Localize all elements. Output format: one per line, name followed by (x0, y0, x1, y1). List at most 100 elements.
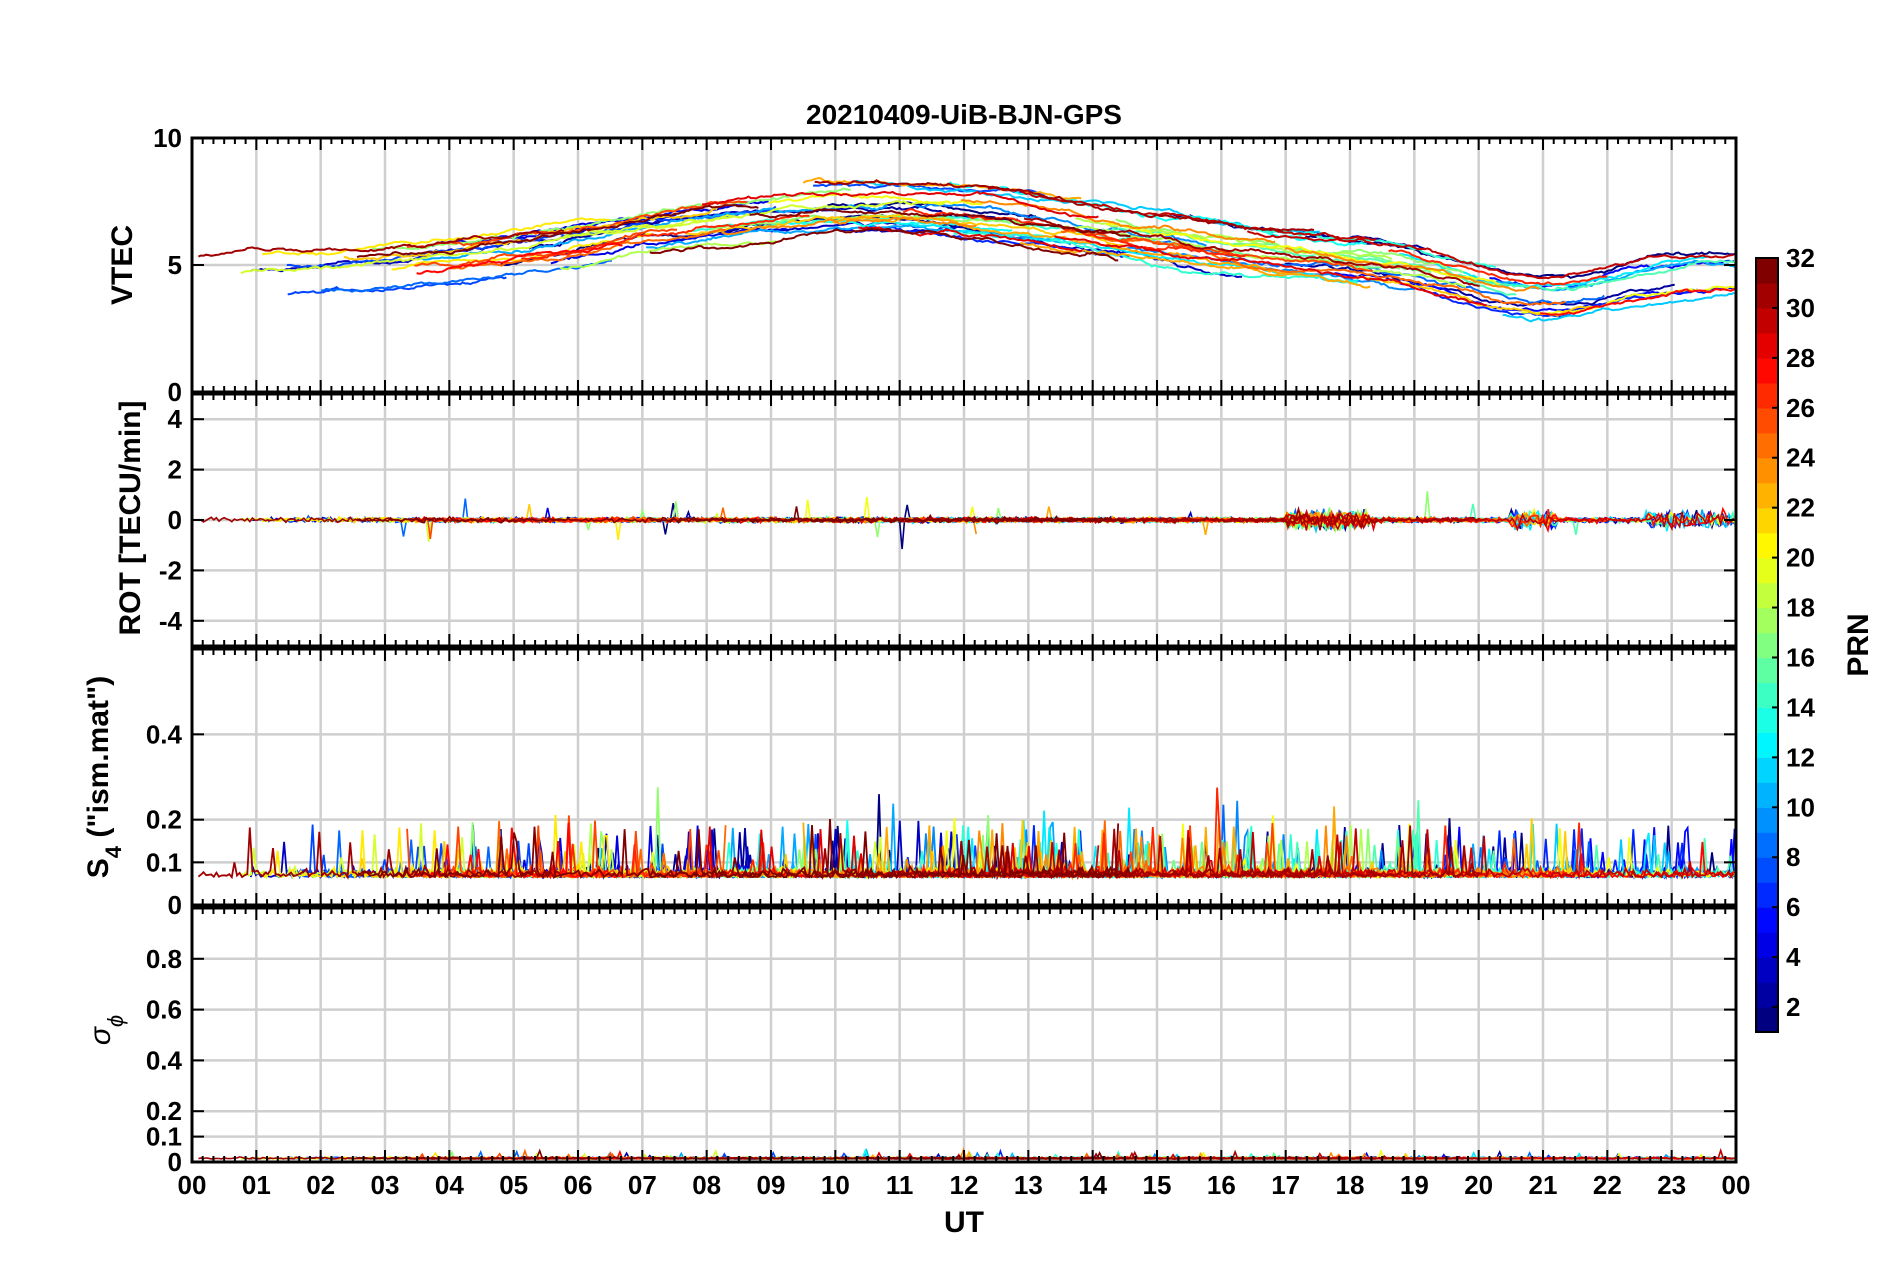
panel-sigma_phi-ytick-label: 0.6 (146, 995, 182, 1025)
colorbar-tick-label: 26 (1786, 393, 1815, 423)
colorbar-tick-label: 16 (1786, 642, 1815, 672)
colorbar-tick-label: 14 (1786, 692, 1815, 722)
x-tick-label: 14 (1078, 1170, 1107, 1200)
chart-title: 20210409-UiB-BJN-GPS (806, 99, 1122, 130)
x-tick-label: 07 (628, 1170, 657, 1200)
panel-sigma_phi-ytick-label: 0.4 (146, 1045, 183, 1075)
x-tick-label: 00 (178, 1170, 207, 1200)
colorbar-segment (1756, 882, 1778, 908)
colorbar-segment (1756, 307, 1778, 334)
vtec-series-prn-24 (961, 199, 1276, 244)
x-tick-label: 02 (306, 1170, 335, 1200)
vtec-series-prn-20 (1105, 222, 1500, 286)
x-tick-label: 19 (1400, 1170, 1429, 1200)
colorbar-segment (1756, 282, 1778, 309)
colorbar-tick-label: 12 (1786, 742, 1815, 772)
colorbar-segment (1756, 457, 1778, 484)
vtec-series-prn-32 (749, 208, 1131, 238)
colorbar-tick-label: 32 (1786, 243, 1815, 273)
colorbar-segment (1756, 907, 1778, 933)
x-tick-label: 03 (371, 1170, 400, 1200)
x-tick-label: 10 (821, 1170, 850, 1200)
vtec-series-prn-7 (287, 275, 507, 296)
colorbar-segment (1756, 932, 1778, 958)
colorbar-segment (1756, 1007, 1778, 1033)
vtec-series-prn-28 (1540, 287, 1737, 316)
colorbar-segment (1756, 407, 1778, 434)
s4-series-prn-30 (1246, 829, 1735, 880)
rot-ylabel: ROT [TECU/min] (114, 401, 147, 636)
panel-vtec-ytick-label: 5 (168, 250, 182, 280)
colorbar-tick-label: 2 (1786, 992, 1800, 1022)
colorbar-segment (1756, 807, 1778, 833)
colorbar-segment (1756, 832, 1778, 858)
colorbar-segment (1756, 607, 1778, 634)
colorbar-tick-label: 24 (1786, 443, 1815, 473)
panel-vtec: 0 5 10 (153, 123, 1738, 407)
x-tick-label: 21 (1529, 1170, 1558, 1200)
x-tick-label: 06 (564, 1170, 593, 1200)
sigma-phi-ylabel-part: ϕ (103, 1015, 128, 1027)
vtec-series-prn-4 (550, 227, 788, 265)
colorbar-segment (1756, 682, 1778, 709)
s4-series-prn-31 (197, 827, 565, 881)
x-tick-label: 01 (242, 1170, 271, 1200)
colorbar-tick-label: 20 (1786, 543, 1815, 573)
colorbar-segment (1756, 957, 1778, 983)
vtec-series-prn-17 (372, 187, 851, 251)
vtec-series-prn-26 (406, 200, 747, 249)
vtec-series-prn-26 (1084, 229, 1373, 272)
colorbar-segment (1756, 557, 1778, 584)
panel-rot-ytick-label: 2 (168, 455, 182, 485)
colorbar-tick-label: 18 (1786, 593, 1815, 623)
panel-s4-ytick-label: 0.1 (146, 847, 182, 877)
colorbar-tick-label: 10 (1786, 792, 1815, 822)
s4-ylabel-part: 4 (101, 845, 126, 858)
x-tick-label: 12 (950, 1170, 979, 1200)
s4-series-prn-32 (356, 826, 759, 879)
colorbar-segment (1756, 332, 1778, 359)
s4-series-prn-28 (1539, 841, 1736, 880)
colorbar-segment (1756, 432, 1778, 459)
s4-series-prn-27 (520, 842, 811, 879)
panel-s4-ytick-label: 0 (168, 890, 182, 920)
panel-vtec-ytick-label: 10 (153, 123, 182, 153)
panel-sigma_phi: 00.10.2 0.4 0.6 0.8 (146, 906, 1738, 1177)
vtec-series-prn-31 (814, 179, 1315, 233)
colorbar-frame (1755, 257, 1779, 1033)
colorbar-segment (1756, 732, 1778, 758)
rot-ylabel-part: ROT [TECU/min] (114, 401, 147, 636)
rot-series-prn-30 (1247, 509, 1735, 532)
vtec-series-prn-32 (356, 204, 759, 259)
vtec-series-prn-11 (1502, 291, 1735, 323)
x-tick-label: 09 (757, 1170, 786, 1200)
panel-sigma_phi-ytick-label: 0.2 (146, 1096, 182, 1126)
panel-rot-ytick-label: 4 (168, 404, 183, 434)
s4-ylabel: S4 ("ism.mat") (82, 676, 126, 878)
colorbar-tick-label: 6 (1786, 892, 1800, 922)
vtec-series-prn-27 (521, 214, 810, 261)
vtec-series-prn-2 (1280, 262, 1675, 307)
vtec-series-prn-24 (1284, 247, 1540, 292)
vtec-series-prn-29 (1054, 235, 1487, 307)
vtec-series-prn-27 (1388, 249, 1608, 286)
x-tick-label: 22 (1593, 1170, 1622, 1200)
vtec-series-prn-18 (559, 240, 777, 271)
colorbar-label: PRN (1842, 613, 1875, 676)
panel-rot-ytick-label: 0 (168, 505, 182, 535)
x-tick-label: 17 (1271, 1170, 1300, 1200)
x-tick-label: 20 (1464, 1170, 1493, 1200)
colorbar-segment (1756, 982, 1778, 1008)
x-tick-label: 18 (1336, 1170, 1365, 1200)
vtec-series-prn-32 (649, 227, 1119, 262)
s4-ylabel-part: S (82, 858, 115, 878)
colorbar-segment (1756, 632, 1778, 659)
x-tick-label: 13 (1014, 1170, 1043, 1200)
colorbar-segment (1756, 357, 1778, 384)
rot-series-prn-32 (749, 515, 1131, 524)
colorbar-segment (1756, 482, 1778, 509)
x-tick-label: 11 (886, 1170, 914, 1200)
